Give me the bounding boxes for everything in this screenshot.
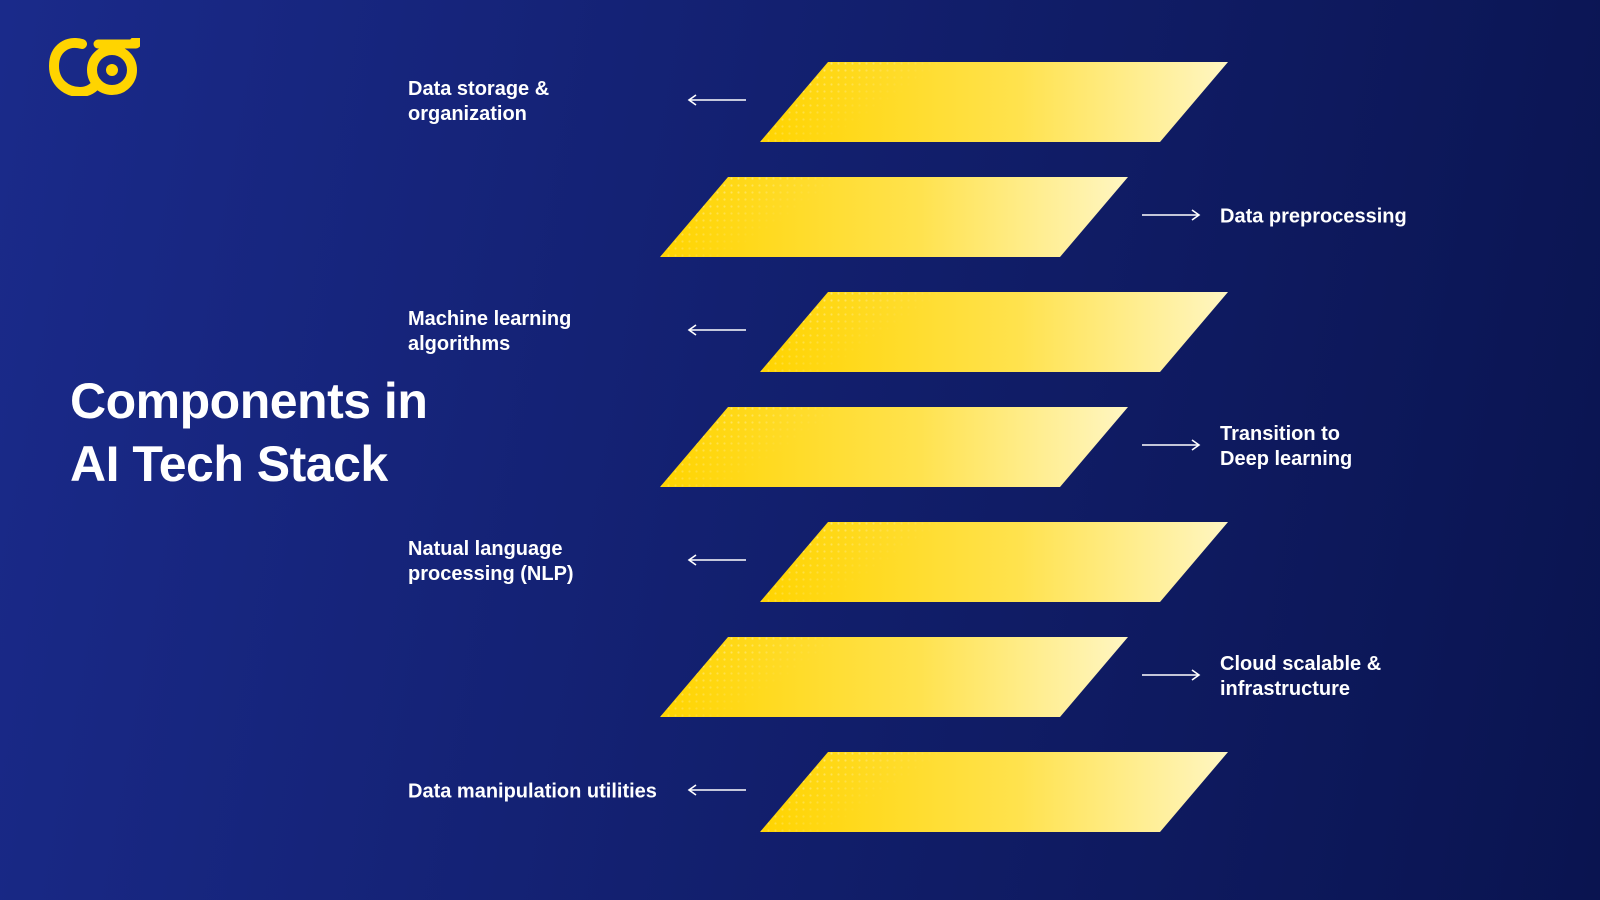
arrow-left-icon	[684, 553, 746, 571]
layer-shape	[660, 407, 1128, 487]
layer-label: Transition to Deep learning	[1220, 422, 1480, 472]
arrow-right-icon	[1142, 438, 1204, 456]
brand-logo	[48, 38, 140, 101]
stack-layer: Data manipulation utilities	[760, 752, 1228, 832]
arrow-right-icon	[1142, 668, 1204, 686]
layer-shape	[660, 177, 1128, 257]
layer-label: Natual language processing (NLP)	[408, 537, 668, 587]
stack-layer: Transition to Deep learning	[660, 407, 1128, 487]
layer-label: Data preprocessing	[1220, 205, 1480, 230]
stack-layer: Natual language processing (NLP)	[760, 522, 1228, 602]
arrow-right-icon	[1142, 208, 1204, 226]
layer-stack: Data storage & organization Data preproc…	[560, 62, 1520, 862]
layer-label: Machine learning algorithms	[408, 307, 668, 357]
title-line-1: Components in	[70, 373, 427, 429]
layer-label: Data storage & organization	[408, 77, 668, 127]
stack-layer: Data preprocessing	[660, 177, 1128, 257]
arrow-left-icon	[684, 783, 746, 801]
arrow-left-icon	[684, 323, 746, 341]
stack-layer: Cloud scalable & infrastructure	[660, 637, 1128, 717]
layer-label: Data manipulation utilities	[408, 780, 668, 805]
layer-shape	[760, 62, 1228, 142]
stack-layer: Machine learning algorithms	[760, 292, 1228, 372]
page-title: Components in AI Tech Stack	[70, 370, 427, 495]
layer-label: Cloud scalable & infrastructure	[1220, 652, 1480, 702]
title-line-2: AI Tech Stack	[70, 436, 388, 492]
layer-shape	[760, 292, 1228, 372]
logo-eye	[106, 64, 118, 76]
logo-ear	[132, 38, 138, 44]
layer-shape	[760, 522, 1228, 602]
arrow-left-icon	[684, 93, 746, 111]
layer-shape	[760, 752, 1228, 832]
stack-layer: Data storage & organization	[760, 62, 1228, 142]
layer-shape	[660, 637, 1128, 717]
